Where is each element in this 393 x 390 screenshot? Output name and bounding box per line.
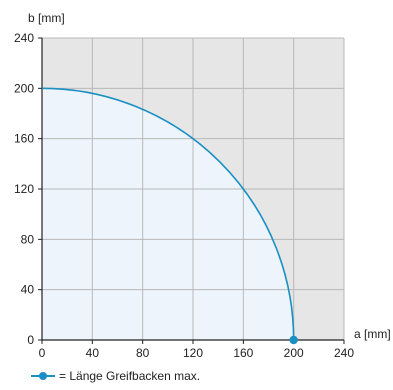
y-tick-label: 0 <box>27 333 34 347</box>
x-tick-label: 200 <box>284 346 304 360</box>
y-tick-label: 240 <box>14 31 34 45</box>
legend-label: = Länge Greifbacken max. <box>59 369 201 383</box>
x-axis-label: a [mm] <box>354 327 391 341</box>
y-axis-label: b [mm] <box>28 11 65 25</box>
y-tick-label: 120 <box>14 182 34 196</box>
series-line <box>41 87 295 341</box>
x-tick-label: 40 <box>86 346 100 360</box>
y-tick-label: 160 <box>14 132 34 146</box>
allowed-range-chart: 0 40 80 120 160 200 240 0 40 80 120 160 200 240 b [mm]… <box>14 11 391 360</box>
allowed-area <box>42 88 294 340</box>
y-tick-label: 40 <box>21 283 35 297</box>
series-endpoint-marker <box>289 335 298 345</box>
x-tick-label: 80 <box>136 346 150 360</box>
x-tick-label: 0 <box>39 346 46 360</box>
x-tick-label: 120 <box>183 346 203 360</box>
x-tick-label: 160 <box>233 346 253 360</box>
legend: = Länge Greifbacken max. <box>30 369 200 383</box>
y-tick-label: 80 <box>21 232 35 246</box>
legend-marker-icon <box>31 372 55 380</box>
x-tick-label: 240 <box>334 346 354 360</box>
y-tick-label: 200 <box>14 81 34 95</box>
